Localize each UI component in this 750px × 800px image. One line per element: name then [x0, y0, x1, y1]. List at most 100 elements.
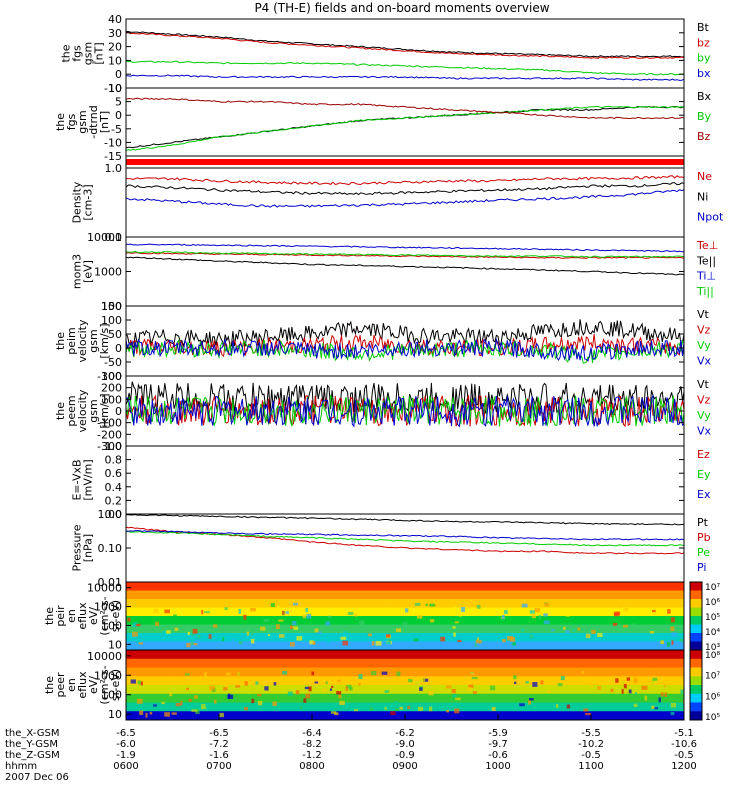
series-line-fgs: [126, 32, 684, 59]
spectrogram-cell: [419, 678, 426, 682]
spectrogram-cell: [485, 625, 492, 630]
y-tick-label: 10000: [87, 650, 122, 663]
spectrogram-cell: [227, 694, 234, 700]
series-line-peim: [126, 319, 684, 349]
spectrogram-cell: [548, 679, 553, 683]
spectrogram-cell: [263, 619, 270, 622]
spectrogram-cell: [213, 624, 218, 628]
spectrogram-cell: [235, 685, 241, 688]
y-axis-label-line: (cm²-s-: [98, 665, 111, 704]
spectrogram-cell: [585, 695, 592, 699]
spectrogram-cell: [369, 706, 374, 711]
y-tick-label: 1.0: [105, 162, 123, 175]
y-tick-label: 0.8: [105, 454, 123, 467]
spectrogram-cell: [486, 693, 489, 699]
spectrogram-cell: [519, 703, 525, 707]
spectrogram-cell: [287, 691, 293, 696]
series-line-pressure: [126, 530, 684, 547]
spectrogram-cell: [290, 642, 295, 647]
chart-title: P4 (TH-E) fields and on-board moments ov…: [254, 1, 549, 15]
spectrogram-cell: [226, 672, 231, 676]
legend-entry: Vx: [697, 425, 712, 438]
spectrogram-cell: [336, 691, 342, 695]
series-line-fgs: [126, 74, 684, 81]
spectrogram-cell: [445, 685, 452, 689]
colorbar-tick-label: 10⁵: [705, 713, 720, 723]
spectrogram-cell: [591, 629, 596, 635]
colorbar-tick-label: 10⁸: [705, 651, 720, 661]
y-axis-label-line: eV/: [87, 607, 100, 625]
x-axis-value: 1200: [671, 761, 696, 772]
spectrogram-cell: [651, 679, 658, 683]
spectrogram-cell: [267, 633, 271, 637]
spectrogram-cell: [251, 698, 255, 704]
spectrogram-cell: [491, 706, 496, 711]
x-axis-value: 0800: [299, 761, 324, 772]
spectrogram-cell: [455, 697, 461, 701]
series-line-pressure: [126, 514, 684, 526]
spectrogram-cell: [411, 625, 416, 631]
x-axis-row-label: the_Z-GSM: [5, 750, 60, 761]
spectrogram-cell: [201, 704, 207, 710]
series-line-density: [126, 189, 684, 208]
spectrogram-cell: [257, 694, 262, 697]
spectrogram-cell: [557, 683, 563, 687]
spectrogram-cell: [219, 712, 224, 718]
y-tick-label: 0.2: [105, 494, 123, 507]
spectrogram-cell: [293, 626, 299, 630]
spectrogram-cell: [457, 639, 462, 643]
spectrogram-cell: [299, 706, 303, 709]
series-line-fgs: [126, 60, 684, 76]
y-ticks-density: 0.1 1.0: [105, 162, 684, 244]
spectrogram-cell: [342, 631, 348, 636]
spectrogram-cell: [508, 642, 513, 645]
y-axis-label-line: Pressure: [71, 524, 84, 571]
spectrogram-cell: [399, 706, 403, 710]
spectrogram-cell: [302, 614, 307, 619]
spectrogram-cell: [454, 621, 459, 624]
spectrogram-cell: [273, 682, 277, 686]
spectrogram-band: [126, 624, 684, 634]
spectrogram-cell: [680, 689, 684, 695]
spectrogram-cell: [623, 641, 626, 645]
y-tick-label: 0: [115, 68, 122, 81]
spectrogram-cell: [186, 642, 191, 648]
y-tick-label: 10: [108, 82, 122, 95]
spectrogram-cell: [276, 624, 280, 630]
colorbar-swatch: [690, 667, 702, 677]
y-tick-label: 100: [101, 619, 122, 632]
spectrogram-cell: [155, 621, 160, 627]
spectrogram-cell: [354, 709, 359, 712]
spectrogram-cell: [544, 602, 550, 607]
spectrogram-cell: [190, 641, 194, 646]
y-axis-label-line: [nT]: [98, 111, 111, 133]
legend-fgs_dtrnd: Bx By Bz: [697, 90, 712, 143]
colorbar-swatch: [690, 599, 702, 608]
spectrogram-cell: [250, 607, 257, 612]
legend-entry: Ni: [697, 190, 708, 203]
colorbar-swatch: [690, 693, 702, 703]
spectrogram-cell: [490, 685, 496, 691]
spectrogram-cell: [453, 632, 456, 637]
y-tick-label: 0.10: [98, 542, 123, 555]
y-axis-label-line: the: [54, 332, 67, 350]
y-axis-label-line: fgs: [65, 113, 78, 130]
y-axis-label-line: sr-eV): [109, 600, 122, 632]
y-tick-label: 1000: [94, 669, 122, 682]
spectrogram-cell: [354, 613, 358, 617]
spectrogram-cell: [547, 690, 551, 693]
spectrogram-cell: [204, 611, 210, 614]
spectrogram-cell: [197, 635, 201, 639]
y-tick-label: 20: [108, 41, 122, 54]
y-axis-label-line: gsm: [76, 110, 89, 133]
spectrogram-cell: [276, 605, 281, 608]
y-axis-label-line: gsm: [87, 329, 100, 352]
spectrogram-peer: [126, 650, 684, 720]
y-tick-label: -100: [97, 417, 122, 430]
y-axis-label-line: peim: [65, 327, 78, 355]
